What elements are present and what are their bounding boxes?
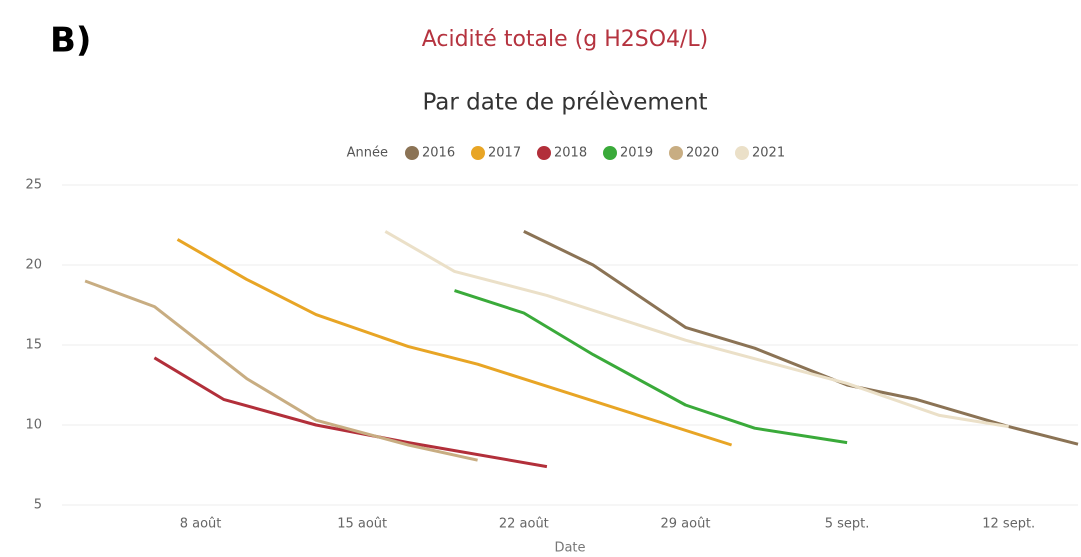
x-tick-label: 22 août <box>499 517 549 532</box>
legend-label: 2019 <box>620 146 653 161</box>
x-tick-label: 8 août <box>180 517 222 532</box>
legend-marker <box>603 146 617 160</box>
x-tick-label: 5 sept. <box>825 517 870 532</box>
legend-label: 2020 <box>686 146 719 161</box>
y-tick-label: 15 <box>25 338 42 353</box>
series-line <box>454 289 848 445</box>
legend-marker <box>669 146 683 160</box>
panel-label: B) <box>50 21 91 61</box>
x-tick-label: 29 août <box>660 517 710 532</box>
x-axis-label: Date <box>554 541 585 556</box>
legend-title: Année <box>347 146 388 161</box>
series-line <box>523 230 1079 446</box>
legend-marker <box>471 146 485 160</box>
legend-marker <box>537 146 551 160</box>
series-line <box>153 356 548 469</box>
chart-subtitle: Par date de prélèvement <box>422 90 707 116</box>
series-line <box>384 230 1009 429</box>
legend-label: 2017 <box>488 146 521 161</box>
x-tick-label: 12 sept. <box>982 517 1035 532</box>
chart-title: Acidité totale (g H2SO4/L) <box>422 27 709 52</box>
series-line <box>176 238 733 447</box>
legend-marker <box>405 146 419 160</box>
y-tick-label: 25 <box>25 178 42 193</box>
series-line <box>84 279 478 462</box>
legend-label: 2018 <box>554 146 587 161</box>
x-tick-label: 15 août <box>337 517 387 532</box>
legend-label: 2021 <box>752 146 785 161</box>
legend-label: 2016 <box>422 146 455 161</box>
y-tick-label: 5 <box>34 498 42 513</box>
y-tick-label: 10 <box>25 418 42 433</box>
y-tick-label: 20 <box>25 258 42 273</box>
legend-marker <box>735 146 749 160</box>
